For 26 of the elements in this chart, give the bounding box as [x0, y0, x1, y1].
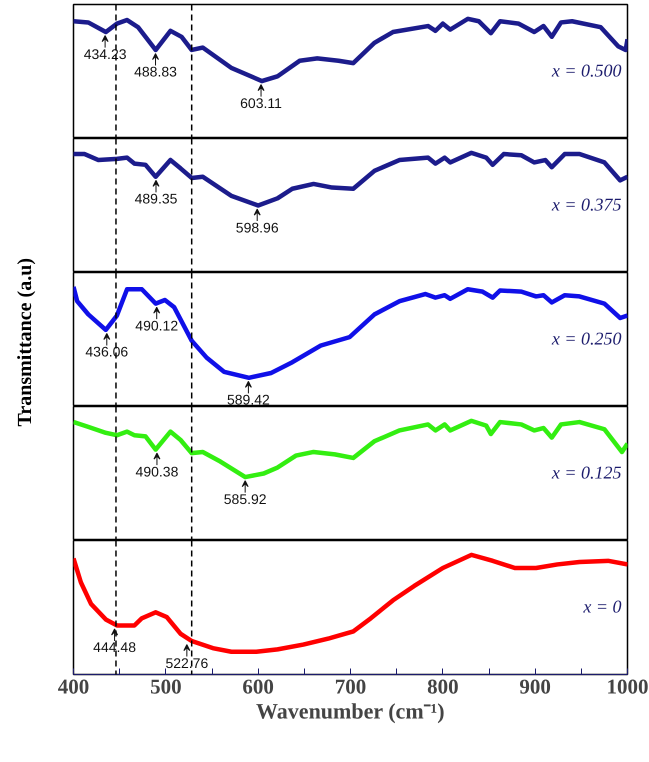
- x-tick-label: 700: [334, 674, 366, 698]
- annotation: 598.96: [236, 219, 279, 236]
- annotation: 589.42: [226, 392, 270, 408]
- series-label: x = 0.250: [550, 328, 622, 348]
- annotation: 490.12: [135, 317, 178, 334]
- x-tick-label: 800: [427, 674, 459, 698]
- series-label: x = 0.125: [550, 462, 622, 482]
- annotation: 490.38: [136, 463, 179, 480]
- series-label: x = 0: [582, 596, 622, 616]
- annotation: 489.35: [134, 190, 178, 207]
- annotation: 488.83: [134, 64, 178, 80]
- annotation: 585.92: [224, 490, 267, 507]
- x-tick-label: 1000: [606, 674, 648, 698]
- annotation: 444.48: [93, 639, 136, 656]
- x-tick-label: 600: [242, 674, 274, 698]
- x-tick-label: 400: [58, 674, 90, 698]
- annotation: 436.06: [85, 344, 128, 360]
- x-axis-title: Wavenumber (cm⁻¹): [256, 698, 445, 724]
- x-tick-label: 500: [150, 674, 182, 698]
- annotation: 522.76: [165, 654, 208, 671]
- x-tick-label: 900: [519, 674, 551, 698]
- series-label: x = 0.375: [550, 194, 622, 214]
- y-axis-title: Transmittance (a.u): [12, 258, 37, 426]
- series-label: x = 0.500: [550, 60, 622, 80]
- annotation: 434.23: [84, 46, 127, 62]
- annotation: 603.11: [240, 94, 282, 111]
